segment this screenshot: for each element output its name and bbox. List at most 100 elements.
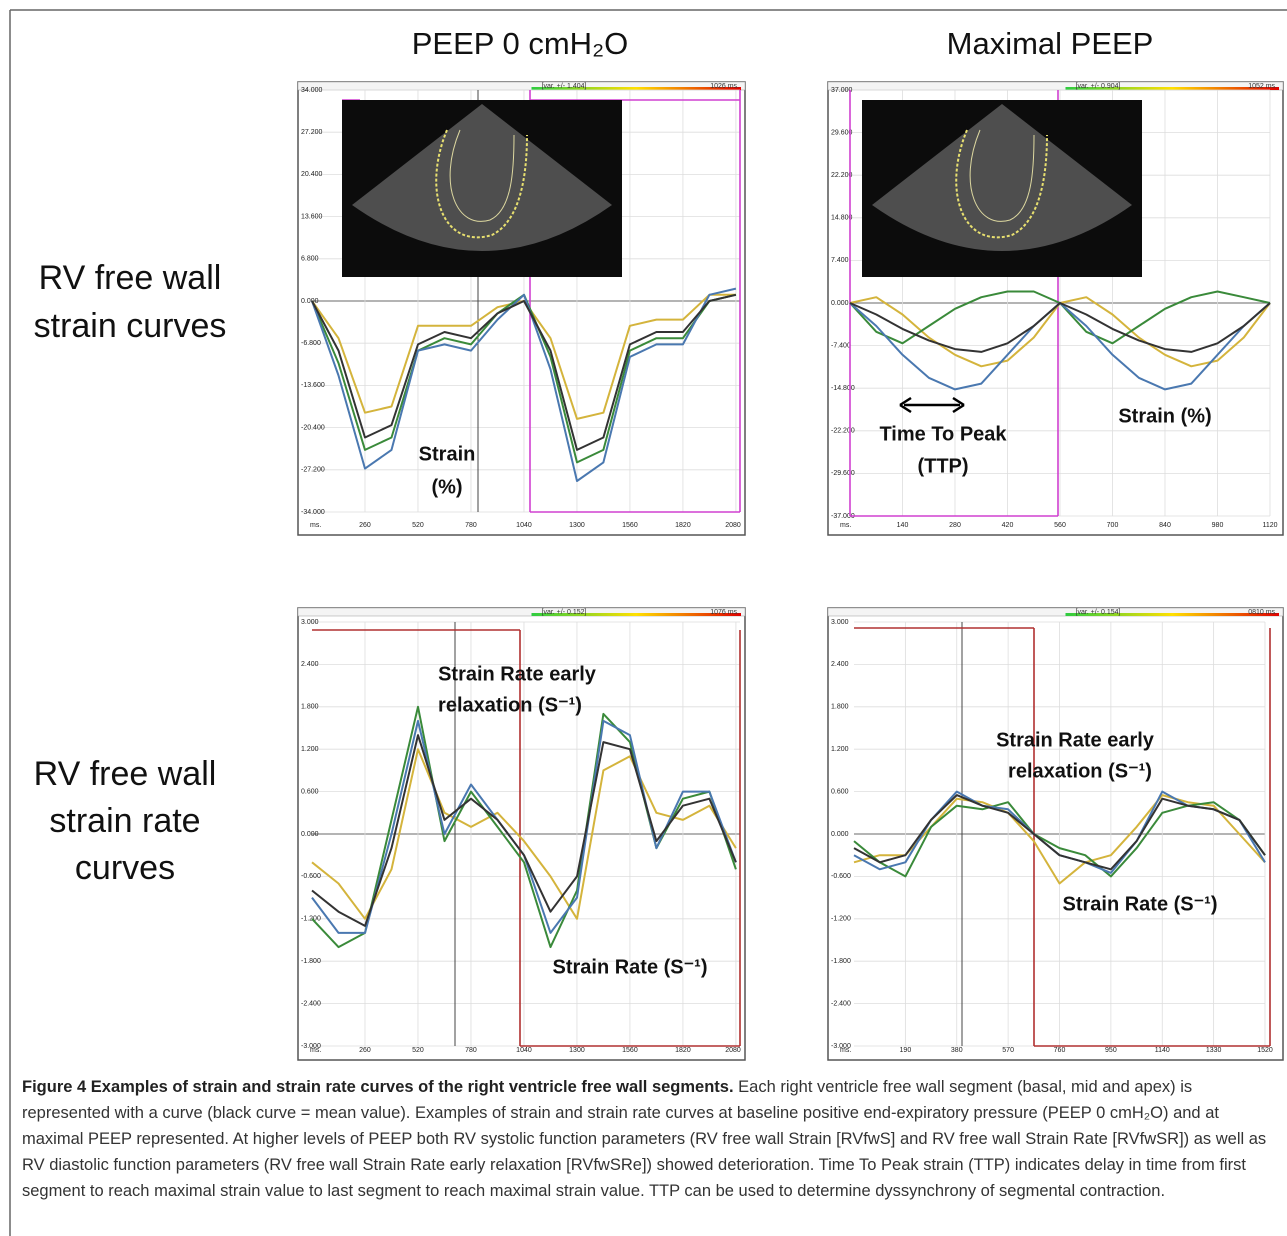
annotation: Strain Rate (S⁻¹) bbox=[1062, 893, 1217, 915]
x-tick-label: 1560 bbox=[622, 522, 638, 529]
selection-frame bbox=[342, 90, 741, 513]
annotation: Strain Rate early bbox=[996, 729, 1155, 751]
x-tick-label: 420 bbox=[1002, 522, 1014, 529]
curve bbox=[311, 287, 737, 482]
x-tick-label: 1040 bbox=[516, 1047, 532, 1054]
color-bar bbox=[531, 87, 741, 90]
y-tick-label: 0.000 bbox=[831, 831, 849, 838]
row-label: strain rate bbox=[49, 802, 200, 840]
annotation: Strain Rate early bbox=[438, 663, 597, 685]
y-tick-label: 29.600 bbox=[831, 129, 853, 136]
y-tick-label: 37.000 bbox=[831, 87, 853, 94]
x-tick-label: 1140 bbox=[1155, 1047, 1170, 1054]
curve bbox=[853, 794, 1266, 885]
x-tick-label: 1040 bbox=[516, 522, 532, 529]
x-tick-label: 1820 bbox=[675, 1047, 691, 1054]
panel-header-right: 0810 ms. bbox=[1248, 609, 1277, 616]
y-tick-label: -1.200 bbox=[831, 916, 851, 923]
x-tick-label: 760 bbox=[1054, 1047, 1066, 1054]
caption-title: Figure 4 Examples of strain and strain r… bbox=[22, 1078, 734, 1096]
annotation: relaxation (S⁻¹) bbox=[438, 694, 582, 716]
y-tick-label: -1.800 bbox=[831, 958, 851, 965]
x-tick-label: 520 bbox=[412, 522, 424, 529]
x-tick-label: 260 bbox=[359, 522, 371, 529]
row-label: curves bbox=[75, 849, 175, 887]
column-header: PEEP 0 cmH₂O bbox=[412, 26, 628, 61]
y-tick-label: -1.800 bbox=[301, 958, 321, 965]
row-label: RV free wall bbox=[34, 755, 217, 793]
echo-trace bbox=[435, 129, 528, 239]
y-tick-label: -3.000 bbox=[301, 1043, 321, 1050]
y-tick-label: 3.000 bbox=[301, 619, 319, 626]
x-tick-label: 260 bbox=[359, 1047, 371, 1054]
x-unit-label: ms. bbox=[310, 1047, 321, 1054]
x-tick-label: 1330 bbox=[1206, 1047, 1222, 1054]
x-unit-label: ms. bbox=[840, 1047, 851, 1054]
annotation: Strain (%) bbox=[1118, 405, 1211, 427]
y-tick-label: 34.000 bbox=[301, 87, 323, 94]
color-bar bbox=[531, 613, 741, 616]
panel-header-left: [var. +/- 1.404] bbox=[542, 83, 587, 90]
curve bbox=[311, 748, 737, 920]
x-tick-label: 280 bbox=[949, 522, 961, 529]
y-tick-label: -34.000 bbox=[301, 509, 325, 516]
caption: Figure 4 Examples of strain and strain r… bbox=[22, 1074, 1274, 1204]
x-tick-label: 1820 bbox=[675, 522, 691, 529]
y-tick-label: -7.400 bbox=[831, 342, 851, 349]
curve bbox=[311, 293, 737, 451]
curve bbox=[311, 705, 737, 949]
y-tick-label: 0.000 bbox=[301, 298, 319, 305]
x-tick-label: 570 bbox=[1002, 1047, 1014, 1054]
panel-header-bar bbox=[827, 607, 1284, 617]
x-tick-label: 380 bbox=[951, 1047, 963, 1054]
curve bbox=[311, 734, 737, 927]
x-tick-label: 780 bbox=[465, 1047, 477, 1054]
x-tick-label: 1120 bbox=[1262, 522, 1277, 529]
y-tick-label: 27.200 bbox=[301, 129, 323, 136]
y-tick-label: 1.200 bbox=[831, 746, 849, 753]
y-tick-label: -2.400 bbox=[301, 1000, 321, 1007]
y-tick-label: -2.400 bbox=[831, 1000, 851, 1007]
annotation: Strain Rate (S⁻¹) bbox=[552, 956, 707, 978]
annotation: Time To Peak bbox=[879, 423, 1007, 445]
y-tick-label: 20.400 bbox=[301, 171, 323, 178]
y-tick-label: 13.600 bbox=[301, 213, 323, 220]
panel-header-right: 1026 ms. bbox=[710, 83, 739, 90]
color-bar bbox=[1065, 87, 1279, 90]
x-tick-label: 2080 bbox=[725, 522, 741, 529]
x-tick-label: 2080 bbox=[725, 1047, 741, 1054]
x-tick-label: 1300 bbox=[569, 522, 585, 529]
color-bar bbox=[1065, 613, 1279, 616]
echo-trace bbox=[969, 129, 1035, 222]
y-tick-label: 1.800 bbox=[831, 704, 849, 711]
caption-text: Each right ventricle free wall segment (… bbox=[22, 1078, 1267, 1200]
x-tick-label: 520 bbox=[412, 1047, 424, 1054]
echo-trace bbox=[449, 129, 515, 222]
y-tick-label: -6.800 bbox=[301, 340, 321, 347]
y-tick-label: 0.600 bbox=[301, 788, 319, 795]
x-tick-label: 1560 bbox=[622, 1047, 638, 1054]
x-tick-label: 950 bbox=[1105, 1047, 1117, 1054]
annotation: relaxation (S⁻¹) bbox=[1008, 760, 1152, 782]
y-tick-label: 1.200 bbox=[301, 746, 319, 753]
y-tick-label: 22.200 bbox=[831, 172, 853, 179]
x-unit-label: ms. bbox=[310, 522, 321, 529]
y-tick-label: 2.400 bbox=[831, 661, 849, 668]
x-tick-label: 840 bbox=[1159, 522, 1171, 529]
y-tick-label: 0.000 bbox=[831, 300, 849, 307]
echo-sector bbox=[352, 104, 612, 251]
y-tick-label: -1.200 bbox=[301, 916, 321, 923]
panel-header-left: [var. +/- 0.152] bbox=[542, 609, 587, 616]
x-tick-label: 190 bbox=[900, 1047, 912, 1054]
x-tick-label: 560 bbox=[1054, 522, 1066, 529]
ttp-arrow-head bbox=[899, 396, 965, 414]
y-tick-label: -3.000 bbox=[831, 1043, 851, 1050]
y-tick-label: 0.000 bbox=[301, 831, 319, 838]
y-tick-label: 2.400 bbox=[301, 661, 319, 668]
annotation: Strain bbox=[419, 443, 476, 465]
y-tick-label: -27.200 bbox=[301, 467, 325, 474]
curve bbox=[853, 801, 1266, 878]
panel-header-right: 1052 ms. bbox=[1248, 83, 1277, 90]
y-tick-label: -0.600 bbox=[831, 873, 851, 880]
